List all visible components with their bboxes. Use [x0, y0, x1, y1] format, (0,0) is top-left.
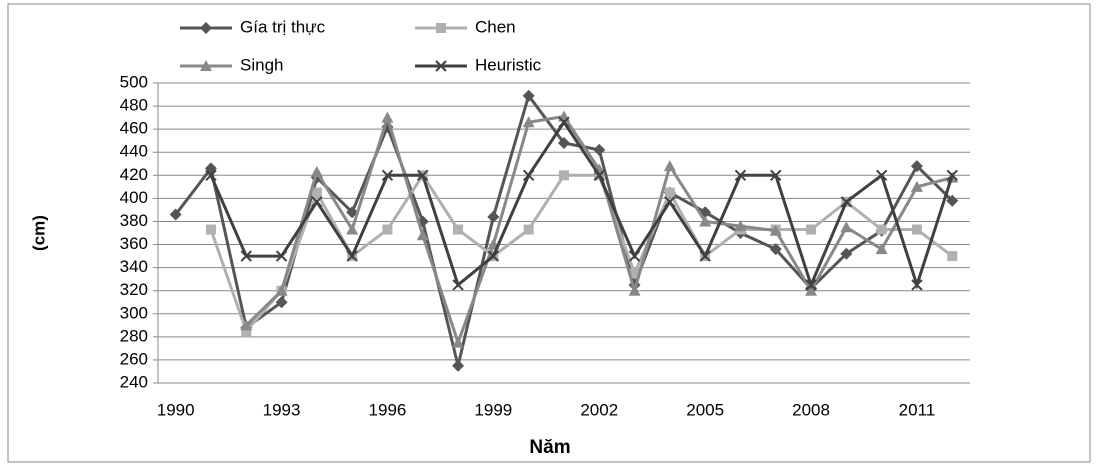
marker — [946, 169, 958, 182]
marker — [806, 224, 817, 235]
y-tick-label: 260 — [120, 349, 148, 368]
marker — [910, 160, 923, 173]
marker — [523, 224, 534, 235]
y-tick-label: 440 — [120, 142, 148, 161]
x-tick-label: 2002 — [580, 400, 618, 419]
marker — [275, 250, 288, 262]
x-tick-label: 2005 — [686, 400, 724, 419]
y-tick-label: 240 — [120, 372, 148, 391]
x-tick-label: 1993 — [263, 400, 301, 419]
y-tick-label: 340 — [120, 257, 148, 276]
marker — [664, 196, 676, 208]
marker — [381, 111, 394, 123]
marker — [417, 169, 429, 182]
marker — [558, 116, 570, 128]
marker — [911, 224, 922, 235]
marker — [840, 221, 853, 233]
marker — [240, 319, 253, 331]
x-tick-label: 1990 — [157, 400, 195, 419]
marker — [770, 169, 782, 182]
marker — [346, 250, 358, 262]
marker — [734, 220, 747, 232]
marker — [452, 359, 465, 372]
y-tick-label: 460 — [120, 119, 148, 138]
legend-label: Chen — [475, 17, 516, 36]
y-axis-label: (cm) — [29, 215, 48, 251]
marker — [805, 284, 818, 296]
legend-marker — [435, 60, 447, 72]
y-tick-label: 420 — [120, 165, 148, 184]
marker — [453, 224, 464, 235]
series-line — [209, 172, 954, 335]
marker — [381, 169, 394, 182]
marker — [593, 143, 606, 156]
marker — [452, 336, 465, 348]
legend-marker — [200, 60, 212, 71]
marker — [734, 169, 747, 182]
y-tick-label: 400 — [120, 188, 148, 207]
marker — [452, 279, 464, 291]
marker — [311, 187, 322, 198]
marker — [875, 243, 888, 255]
y-tick-label: 380 — [120, 211, 148, 230]
marker — [947, 251, 958, 262]
marker — [487, 250, 500, 262]
marker — [628, 250, 641, 262]
y-tick-label: 500 — [120, 72, 148, 91]
x-axis-label: Năm — [529, 437, 570, 458]
y-tick-label: 320 — [120, 280, 148, 299]
y-tick-label: 480 — [120, 96, 148, 115]
y-tick-label: 280 — [120, 326, 148, 345]
marker — [311, 196, 323, 208]
marker — [593, 169, 605, 182]
legend-label: Singh — [240, 55, 283, 74]
marker — [522, 89, 535, 102]
marker — [910, 180, 923, 192]
y-tick-label: 360 — [120, 234, 148, 253]
marker — [663, 160, 676, 172]
marker — [805, 279, 817, 291]
marker — [557, 137, 570, 149]
marker — [205, 224, 216, 235]
legend-marker — [436, 23, 446, 33]
marker — [522, 116, 535, 128]
x-tick-label: 2011 — [899, 400, 936, 419]
marker — [558, 170, 569, 181]
marker — [699, 215, 712, 227]
marker — [875, 169, 888, 182]
marker — [416, 229, 429, 241]
marker — [628, 284, 641, 296]
marker — [275, 296, 288, 309]
marker — [629, 268, 640, 279]
y-tick-label: 300 — [120, 303, 148, 322]
marker — [522, 169, 535, 182]
legend-label: Heuristic — [475, 55, 542, 74]
marker — [487, 210, 500, 223]
legend-label: Gía trị thực — [240, 17, 326, 36]
legend-marker — [200, 22, 212, 34]
marker — [275, 284, 288, 296]
marker — [664, 187, 675, 198]
chart-border — [7, 3, 1091, 463]
x-tick-label: 1996 — [369, 400, 407, 419]
marker — [769, 243, 782, 256]
marker — [840, 196, 853, 208]
series-line — [209, 119, 954, 290]
marker — [310, 165, 323, 177]
x-tick-label: 2008 — [792, 400, 830, 419]
marker — [911, 279, 923, 291]
marker — [876, 224, 887, 235]
x-tick-label: 1999 — [474, 400, 512, 419]
marker — [840, 247, 853, 260]
marker — [346, 223, 359, 235]
marker — [169, 208, 182, 221]
marker — [946, 194, 959, 207]
marker — [205, 169, 217, 182]
marker — [240, 250, 252, 262]
marker — [382, 224, 393, 235]
marker — [699, 250, 711, 262]
marker — [241, 326, 252, 337]
marker — [769, 224, 782, 236]
